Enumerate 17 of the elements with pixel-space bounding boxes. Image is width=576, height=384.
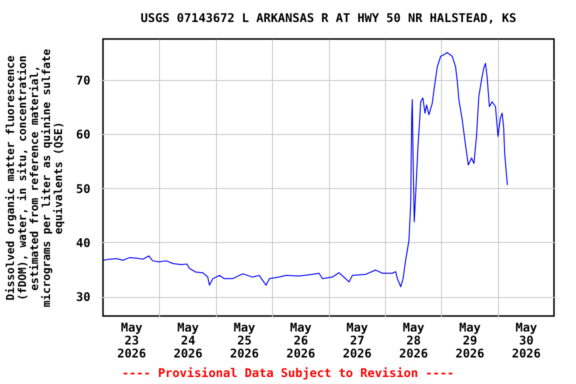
x-tick-label: May 25 2026 (230, 320, 259, 360)
chart-title: USGS 07143672 L ARKANSAS R AT HWY 50 NR HALSTEAD, KS (140, 11, 516, 25)
x-tick-label: May 26 2026 (286, 320, 316, 360)
x-tick-label: May 23 2026 (117, 320, 146, 360)
x-tick-label: May 30 2026 (512, 320, 541, 360)
line-series (102, 52, 508, 288)
text: ---- Provisional Data Subject to Revision ---- (120, 366, 456, 380)
y-tick-label: 50 (76, 182, 90, 196)
x-tick-label: May 28 2026 (399, 320, 428, 360)
x-tick-label: May 27 2026 (342, 320, 372, 360)
y-tick-label: 60 (76, 128, 90, 142)
x-tick-label: May 29 2026 (455, 320, 484, 360)
y-tick-label: 70 (76, 74, 90, 88)
y-axis-title: Dissolved organic matter fluorescence (fDOM), water, in situ, concentration estimated from reference material, micrograms per liter as quinine sulfate equivalents (QSE) (4, 48, 66, 308)
x-tick-label: May 24 2026 (174, 320, 203, 360)
y-tick-label: 40 (76, 236, 90, 250)
y-tick-label: 30 (76, 290, 90, 304)
